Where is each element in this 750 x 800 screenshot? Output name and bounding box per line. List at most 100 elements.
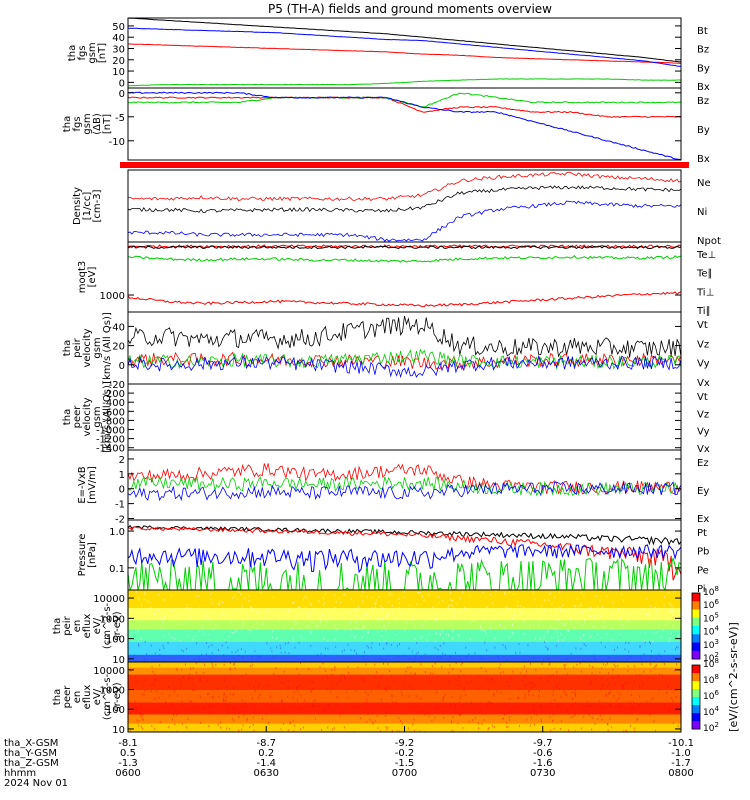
y-axis-label: thapeerenefluxeV/(cm^2-s-sr-eV) bbox=[52, 673, 123, 720]
y-tick-label: 10000 bbox=[93, 666, 125, 677]
colorbar-label: [eV/(cm^2-s-sr-eV)] bbox=[727, 622, 740, 732]
series-line-Ti∥ bbox=[128, 254, 681, 263]
colorbar-tick: 105 bbox=[703, 611, 719, 624]
panel-4: Ne Ni Npot Density[1/cc][cm-3] bbox=[72, 169, 721, 247]
y-tick-label: -400 bbox=[102, 398, 125, 409]
legend-Bz: Bz bbox=[697, 96, 709, 107]
y-tick-label: 0 bbox=[119, 361, 125, 372]
series-line-Pb bbox=[128, 526, 681, 581]
series-line-Npot bbox=[128, 200, 681, 242]
y-axis-label: thapeirvelocitygsm[km/s (All Qs)] bbox=[62, 312, 113, 384]
x-tick-label: 0700 bbox=[392, 768, 417, 779]
x-tick-label: -1.3 bbox=[118, 758, 138, 769]
colorbar-tick: 104 bbox=[703, 625, 719, 638]
series-line-Bz bbox=[128, 96, 681, 118]
x-tick-label: 0730 bbox=[530, 768, 555, 779]
series-line-Ni bbox=[128, 185, 681, 213]
y-tick-label: -10 bbox=[109, 137, 125, 148]
panel-9: Pt Pb Pe Pi 0.1 1.0 Pressure[nPa] bbox=[77, 519, 709, 595]
x-row-label: hhmm bbox=[4, 768, 36, 779]
legend-Bx: Bx bbox=[697, 154, 710, 165]
x-tick-label: -1.5 bbox=[395, 758, 415, 769]
y-tick-label: 0 bbox=[119, 78, 125, 89]
panel-3 bbox=[120, 162, 689, 168]
y-tick-label: 0 bbox=[119, 485, 125, 496]
legend-Vx: Vx bbox=[697, 378, 710, 389]
series-line-Vy bbox=[128, 348, 681, 370]
series-line-Ex bbox=[128, 481, 681, 502]
panel-frame bbox=[127, 241, 682, 313]
x-tick-label: 0630 bbox=[254, 768, 279, 779]
legend-Te∥: Te∥ bbox=[696, 269, 713, 280]
y-tick-label: -1000 bbox=[96, 426, 125, 437]
panel-7: Vt Vz Vy Vx -1400-1200-1000-800-600-400-200t… bbox=[62, 381, 710, 455]
series-line-Bx bbox=[128, 91, 681, 160]
date-label: 2024 Nov 01 bbox=[4, 778, 68, 789]
panel-11: 10210410610810810100100010000thapeerenef… bbox=[52, 657, 719, 736]
y-tick-label: 0 bbox=[119, 89, 125, 100]
time-axis: tha_X-GSM -8.1 -8.7 -9.2 -9.7 -10.1 tha_Y-GSM 0… bbox=[4, 726, 694, 789]
legend-Vy: Vy bbox=[697, 359, 710, 370]
panel-2: Bz By Bx 0 -5 -10 thafgsgsm(ΔB)[nT] bbox=[62, 87, 710, 165]
legend-Vt: Vt bbox=[697, 392, 708, 403]
series-line-Te∥ bbox=[128, 245, 681, 250]
colorbar-tick: 102 bbox=[703, 721, 719, 734]
x-row-label: tha_Z-GSM bbox=[4, 758, 59, 769]
x-tick-label: -10.1 bbox=[668, 738, 694, 749]
y-tick-label: 100 bbox=[106, 705, 125, 716]
y-tick-label: 40 bbox=[112, 33, 125, 44]
spectrogram-band bbox=[128, 667, 681, 676]
spectrogram-band bbox=[128, 714, 681, 725]
y-tick-label: 30 bbox=[112, 44, 125, 55]
legend-Ex: Ex bbox=[697, 514, 709, 525]
y-tick-label: 10 bbox=[112, 655, 125, 666]
legend-Vz: Vz bbox=[697, 409, 709, 420]
series-line-Vz bbox=[128, 351, 681, 371]
y-tick-label: 10000 bbox=[93, 594, 125, 605]
series-line-By bbox=[128, 92, 681, 108]
y-axis-label: thapeervelocitygsm[km/s (All Qs)] bbox=[62, 381, 113, 453]
x-tick-label: 0.2 bbox=[258, 748, 274, 759]
colorbar-tick: 104 bbox=[703, 705, 719, 718]
legend-Pe: Pe bbox=[697, 565, 709, 576]
legend-Pi: Pi bbox=[697, 584, 706, 595]
panel-frame bbox=[127, 383, 682, 451]
y-tick-label: 20 bbox=[112, 56, 125, 67]
spectrogram-band bbox=[128, 674, 681, 691]
legend-Pb: Pb bbox=[697, 547, 709, 558]
legend-Npot: Npot bbox=[697, 236, 721, 247]
series-line-Bt bbox=[128, 18, 681, 63]
x-tick-label: -8.7 bbox=[256, 738, 276, 749]
y-axis-label: thafgsgsm(ΔB)[nT] bbox=[62, 113, 113, 135]
y-tick-label: 1 bbox=[119, 470, 125, 481]
legend-Vt: Vt bbox=[697, 320, 708, 331]
colorbar-tick: 108 bbox=[703, 673, 719, 686]
status-bar bbox=[120, 162, 689, 168]
x-tick-label: -1.7 bbox=[671, 758, 691, 769]
series-line-By bbox=[128, 78, 681, 87]
legend-Te⊥: Te⊥ bbox=[696, 250, 716, 261]
panel-frame bbox=[127, 311, 682, 385]
y-tick-label: 1000 bbox=[100, 686, 125, 697]
legend-Bt: Bt bbox=[697, 26, 708, 37]
x-tick-label: -1.0 bbox=[671, 748, 691, 759]
legend-Bz: Bz bbox=[697, 45, 709, 56]
series-line-Te⊥ bbox=[128, 244, 681, 249]
y-tick-label: 1.0 bbox=[109, 527, 125, 538]
y-tick-label: -200 bbox=[102, 389, 125, 400]
x-tick-label: -8.1 bbox=[118, 738, 138, 749]
y-tick-label: 10 bbox=[112, 725, 125, 736]
spectrogram-band bbox=[128, 662, 681, 669]
spectrogram-band bbox=[128, 608, 681, 621]
spectrogram-band bbox=[128, 690, 681, 704]
spectrogram-band bbox=[128, 641, 681, 656]
y-tick-label: -1 bbox=[115, 500, 125, 511]
colorbar-tick: 106 bbox=[703, 598, 719, 611]
y-axis-label: Pressure[nPa] bbox=[77, 534, 98, 577]
y-axis-label: E=-VxB[mV/m] bbox=[77, 466, 98, 504]
